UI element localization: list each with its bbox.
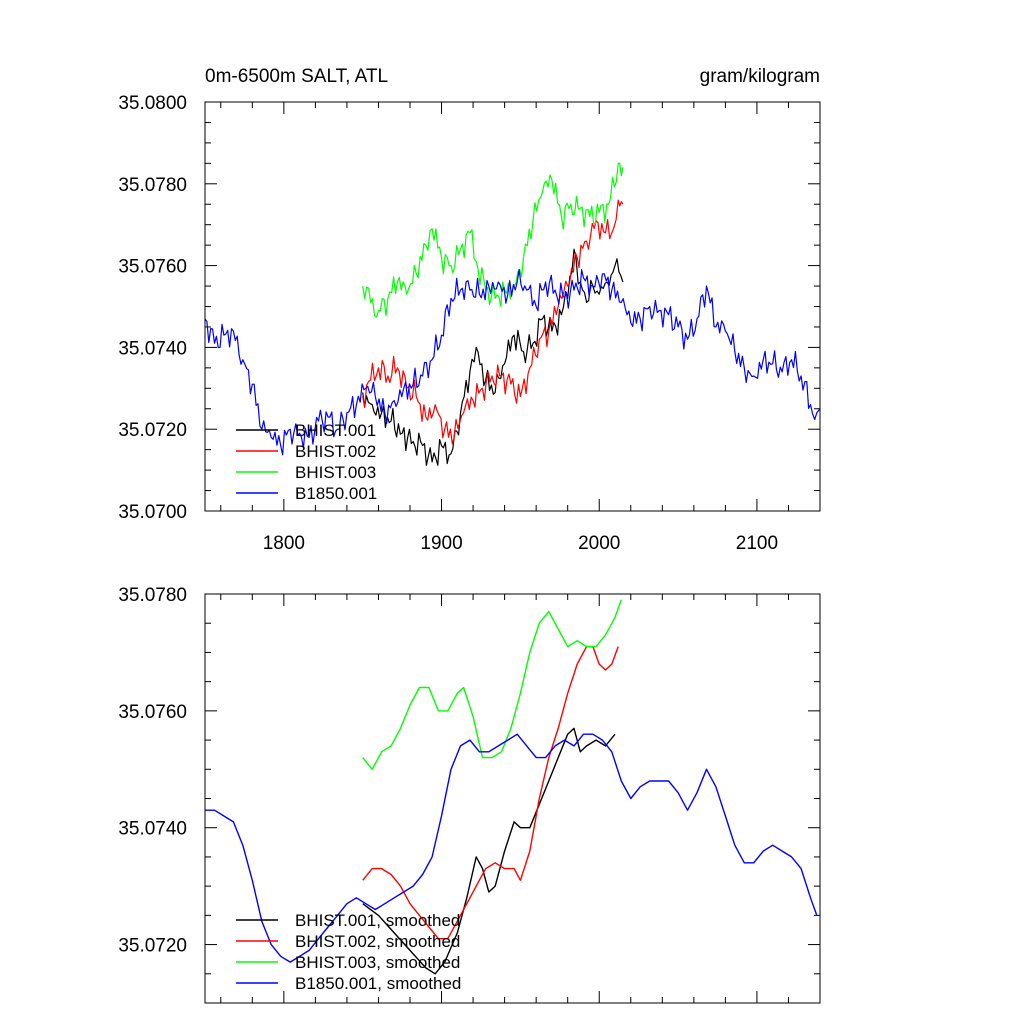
bottom-plot-frame: [204, 593, 821, 1004]
x-tick-label: 2000: [578, 533, 620, 554]
y-tick-label: 35.0740: [118, 819, 187, 840]
series-line-bhist-003-smoothed: [362, 599, 622, 770]
series-line-bhist-001: [362, 248, 624, 466]
legend-label: BHIST.002: [295, 442, 376, 461]
top-series-group: [204, 162, 821, 466]
legend-label: BHIST.001: [295, 421, 376, 440]
top-chart: 0m-6500m SALT, ATL gram/kilogram 35.0700…: [118, 66, 821, 554]
y-tick-label: 35.0720: [118, 420, 187, 441]
x-tick-label: 1900: [420, 533, 462, 554]
units-label: gram/kilogram: [700, 66, 820, 87]
legend-label: BHIST.003, smoothed: [295, 953, 460, 972]
y-tick-label: 35.0780: [118, 175, 187, 196]
legend-label: B1850.001, smoothed: [295, 974, 461, 993]
series-line-bhist-001-smoothed: [362, 727, 616, 975]
y-tick-label: 35.0760: [118, 702, 187, 723]
legend-label: BHIST.001, smoothed: [295, 911, 460, 930]
bottom-legend: BHIST.001, smoothed BHIST.002, smoothed BH…: [236, 911, 461, 993]
y-tick-label: 35.0740: [118, 338, 187, 359]
top-axis-ticks: 35.0700 35.0720 35.0740 35.0760 35.0780 35.08…: [118, 93, 821, 554]
chart-title: 0m-6500m SALT, ATL: [205, 66, 388, 87]
legend-label: B1850.001: [295, 484, 377, 503]
series-line-bhist-002: [362, 199, 624, 445]
x-tick-label: 2100: [736, 533, 778, 554]
bottom-series-group: [205, 599, 818, 975]
series-line-b1850-001-smoothed: [205, 733, 818, 963]
legend-label: BHIST.002, smoothed: [295, 932, 460, 951]
y-tick-label: 35.0760: [118, 257, 187, 278]
series-line-b1850-001: [204, 268, 821, 456]
y-tick-label: 35.0720: [118, 936, 187, 957]
legend-label: BHIST.003: [295, 463, 376, 482]
top-plot-frame: [204, 101, 821, 512]
series-line-bhist-003: [362, 162, 624, 318]
series-line-bhist-002-smoothed: [362, 645, 619, 940]
y-tick-label: 35.0780: [118, 585, 187, 606]
top-legend: BHIST.001 BHIST.002 BHIST.003 B1850.001: [236, 421, 377, 503]
x-tick-label: 1800: [263, 533, 305, 554]
y-tick-label: 35.0800: [118, 93, 187, 114]
bottom-axis-ticks: 35.0720 35.0740 35.0760 35.0780: [118, 585, 821, 1004]
y-tick-label: 35.0700: [118, 502, 187, 523]
bottom-chart: 35.0720 35.0740 35.0760 35.0780 BHIST.001, …: [118, 585, 821, 1004]
